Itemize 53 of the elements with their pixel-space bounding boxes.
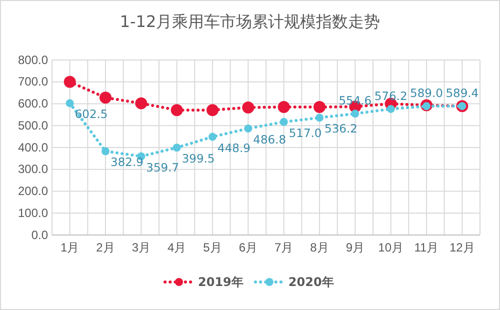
point [100,92,112,104]
point [244,124,252,133]
point [280,118,288,126]
data-label: 359.7 [146,160,180,174]
point [208,132,216,141]
point [135,97,148,110]
y-tick-label: 200.0 [18,184,48,198]
legend-label: 2020年 [288,275,334,289]
point [386,104,395,113]
point [314,101,326,114]
y-tick-label: 300.0 [18,162,48,176]
y-tick-label: 100.0 [18,206,48,220]
point [242,101,254,114]
point [170,104,183,116]
point [316,114,324,122]
point [66,99,74,108]
x-tick-label: 10月 [378,240,404,255]
y-tick-label: 600.0 [18,96,48,111]
data-label: 602.5 [74,107,108,122]
point [206,104,218,116]
y-tick-label: 800.0 [18,52,48,67]
x-tick-label: 12月 [449,240,475,255]
x-tick-label: 1月 [60,240,80,255]
data-label: 576.2 [374,88,408,103]
data-label: 486.8 [253,132,286,147]
x-tick-label: 11月 [414,240,439,255]
chart-title: 1-12月乘用车市场累计规模指数走势 [120,12,380,31]
x-tick-label: 4月 [167,240,186,255]
x-tick-label: 5月 [203,240,222,255]
x-tick-label: 9月 [346,240,365,255]
y-tick-label: 500.0 [18,118,48,132]
x-tick-label: 3月 [132,240,151,255]
data-label: 448.9 [218,140,250,155]
data-label: 589.0 [410,86,443,100]
x-tick-label: 7月 [274,240,294,255]
legend-label: 2019年 [198,275,244,289]
x-tick-label: 8月 [310,240,329,255]
y-tick-label: 700.0 [18,74,48,89]
point [278,101,290,114]
data-label: 399.5 [182,152,215,166]
y-tick-label: 400.0 [18,140,48,154]
data-label: 536.2 [324,122,358,136]
x-tick-label: 6月 [238,240,258,255]
data-label: 589.4 [446,86,479,100]
data-label: 382.9 [110,155,144,170]
y-tick-label: 0.0 [31,228,48,242]
point [64,76,76,88]
point [351,110,360,118]
point [172,144,181,152]
data-label: 517.0 [288,126,322,140]
data-label: 554.6 [338,94,372,108]
point [102,147,110,156]
x-tick-label: 2月 [96,240,115,255]
